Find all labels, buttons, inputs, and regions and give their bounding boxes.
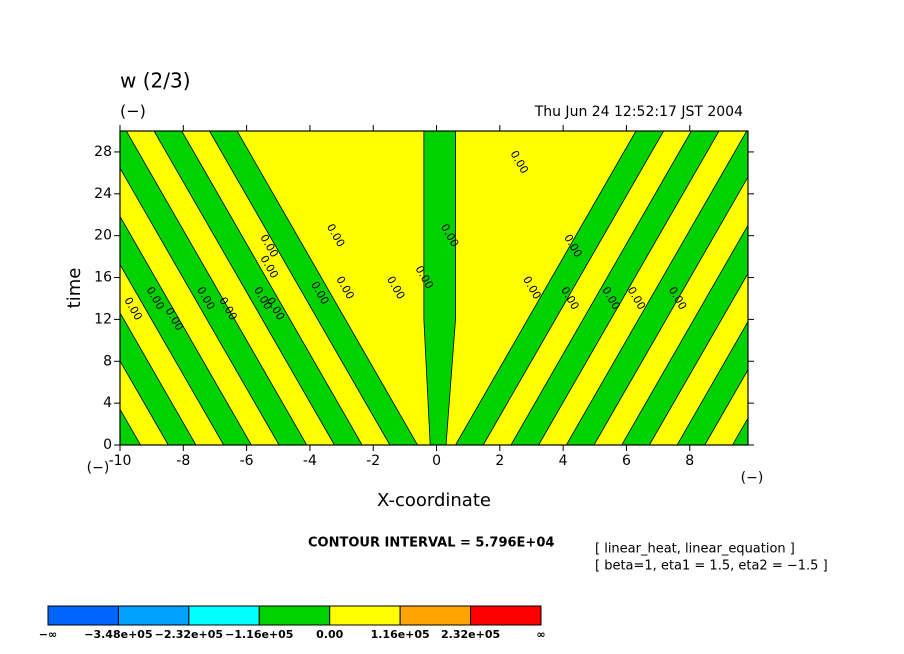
note: [ linear_heat, linear_equation ] xyxy=(595,542,795,557)
colorbar-box xyxy=(399,605,472,626)
contour-band xyxy=(120,215,252,445)
colorbar-label: −2.32e+05 xyxy=(155,628,223,641)
x-tick-label: -6 xyxy=(240,453,254,469)
contour-band xyxy=(788,131,904,445)
y-axis-label: time xyxy=(64,268,85,309)
colorbar-box xyxy=(188,605,260,626)
x-tick-label: -4 xyxy=(303,453,317,469)
contour-band xyxy=(676,320,748,445)
contour-field: 0.000.000.000.000.00 0.000.000.000.000.00… xyxy=(0,131,904,445)
colorbar-label: 1.16e+05 xyxy=(371,628,430,641)
colorbar-box xyxy=(329,605,401,626)
colorbar-box xyxy=(47,605,119,626)
contour-band xyxy=(843,131,904,445)
colorbar-box xyxy=(470,605,542,626)
contour-band xyxy=(455,131,665,445)
contour-band xyxy=(153,131,363,445)
y-tick-label: 24 xyxy=(94,186,112,202)
y-tick-label: 4 xyxy=(103,395,112,411)
contour-band xyxy=(423,131,456,445)
y-tick-label: 20 xyxy=(94,228,112,244)
y-tick-label: 8 xyxy=(103,353,112,369)
colorbar-label: −∞ xyxy=(39,628,57,641)
note: [ beta=1, eta1 = 1.5, eta2 = −1.5 ] xyxy=(595,559,828,574)
contour-band xyxy=(510,131,720,445)
colorbar-box xyxy=(117,605,190,626)
y-tick-label: 28 xyxy=(94,144,112,160)
x-tick-label: 0 xyxy=(432,453,441,469)
y-units: (−) xyxy=(87,460,110,476)
contour-band xyxy=(208,131,419,445)
colorbar-label: 2.32e+05 xyxy=(441,628,500,641)
units: (−) xyxy=(120,102,146,121)
x-tick-label: 8 xyxy=(685,453,694,469)
y-tick-label: 0 xyxy=(103,437,112,453)
colorbar-label: ∞ xyxy=(536,628,545,641)
colorbar-label: −1.16e+05 xyxy=(225,628,293,641)
x-tick-label: -10 xyxy=(109,453,132,469)
contour-band xyxy=(565,131,748,445)
contour-band xyxy=(120,408,142,445)
x-tick-label: -8 xyxy=(176,453,190,469)
contour-band xyxy=(621,224,748,445)
chart-title: w (2/3) xyxy=(120,69,191,93)
y-tick-label: 12 xyxy=(94,311,112,327)
contour-interval: CONTOUR INTERVAL = 5.796E+04 xyxy=(308,536,554,551)
date: Thu Jun 24 12:52:17 JST 2004 xyxy=(534,104,743,120)
x-tick-label: 2 xyxy=(495,453,504,469)
contour-band xyxy=(120,131,308,445)
x-tick-label: 4 xyxy=(559,453,568,469)
x-axis-label: X-coordinate xyxy=(377,490,491,511)
contour-band xyxy=(120,311,197,445)
x-tick-label: -2 xyxy=(366,453,380,469)
plot-frame xyxy=(119,130,749,446)
colorbar-box xyxy=(258,605,331,626)
x-tick-label: 6 xyxy=(622,453,631,469)
x-units: (−) xyxy=(741,470,764,486)
colorbar-label: −3.48e+05 xyxy=(84,628,152,641)
contour-band xyxy=(0,131,30,445)
contour-band xyxy=(732,417,748,445)
colorbar-label: 0.00 xyxy=(316,628,343,641)
y-tick-label: 16 xyxy=(94,270,112,286)
